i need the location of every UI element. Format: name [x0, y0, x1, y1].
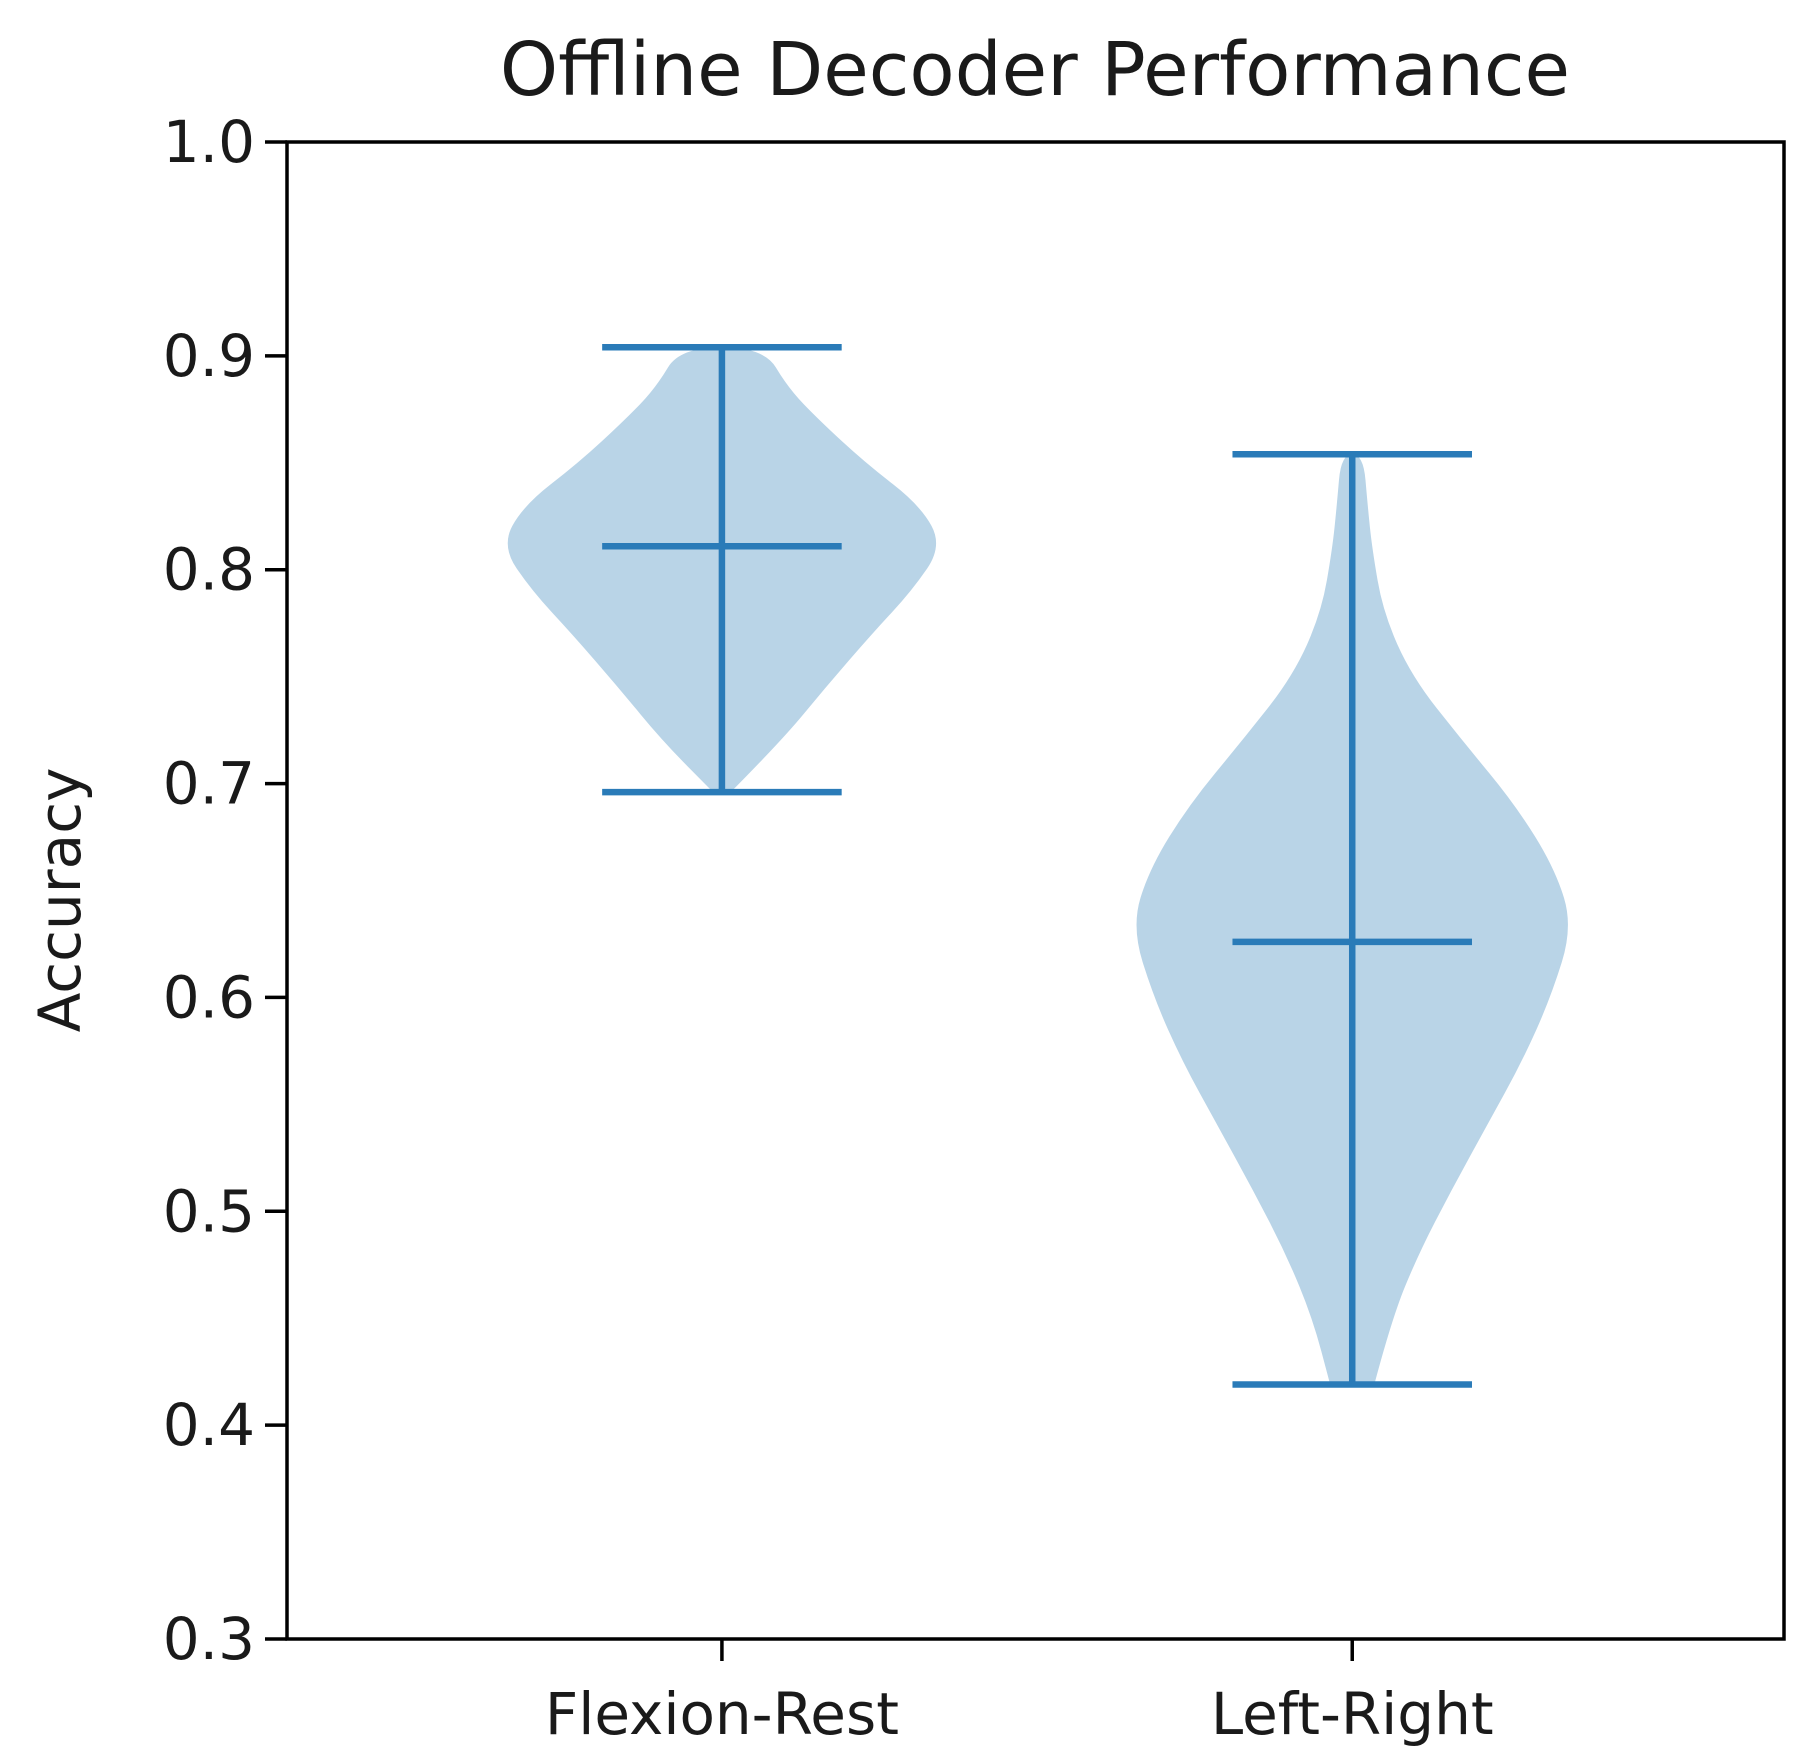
y-axis-label: Accuracy — [26, 768, 94, 1033]
plot-frame — [285, 140, 1786, 1641]
x-tick-label: Flexion-Rest — [545, 1680, 899, 1748]
y-tick-label: 0.7 — [163, 750, 255, 818]
x-axis: Flexion-Rest Left-Right — [545, 1639, 1494, 1748]
y-tick-label: 0.9 — [163, 322, 255, 390]
y-tick-label: 0.6 — [163, 963, 255, 1031]
y-tick-label: 0.3 — [163, 1605, 255, 1673]
y-tick-label: 0.5 — [163, 1177, 255, 1245]
violins-layer — [507, 344, 1568, 1388]
y-axis: 0.3 0.4 0.5 0.6 0.7 0.8 0.9 1.0 — [163, 108, 287, 1673]
x-tick-label: Left-Right — [1211, 1680, 1494, 1748]
y-tick-label: 0.8 — [163, 536, 255, 604]
chart-title: Offline Decoder Performance — [500, 27, 1570, 113]
y-tick-label: 1.0 — [163, 108, 255, 176]
y-tick-label: 0.4 — [163, 1391, 255, 1459]
